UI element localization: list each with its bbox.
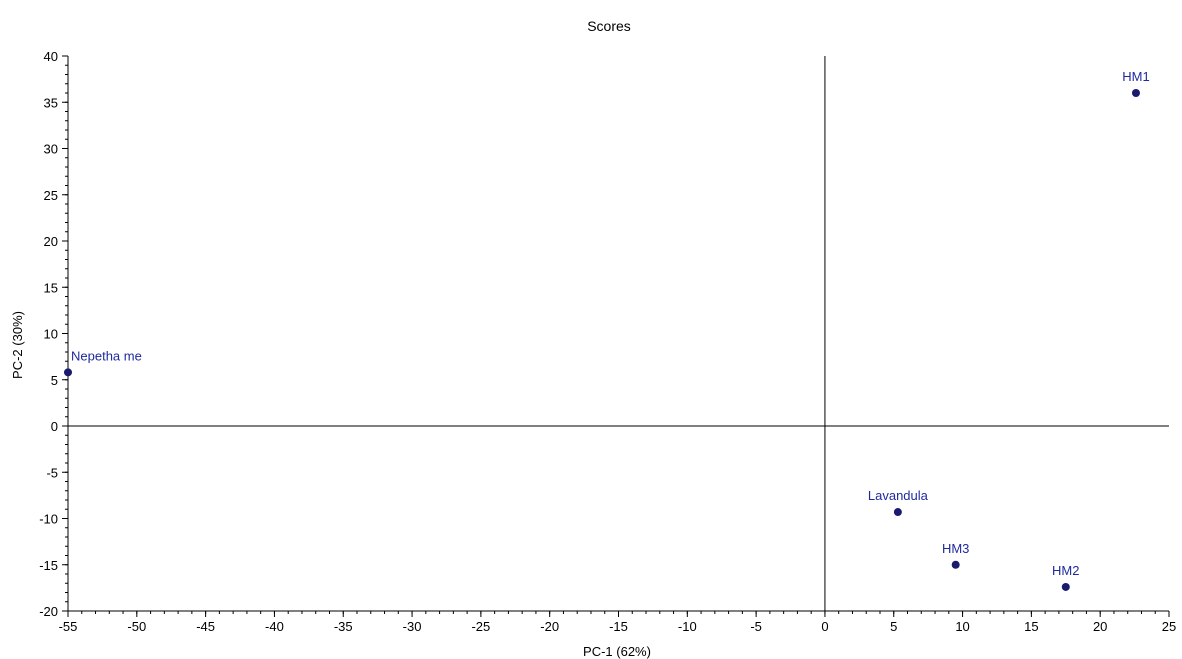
- plot-axes: [67, 56, 1169, 612]
- data-point-label: HM2: [1052, 563, 1079, 578]
- x-tick-label: 10: [955, 619, 969, 634]
- data-point: [64, 368, 72, 377]
- x-tick-label: 20: [1093, 619, 1107, 634]
- x-tick-label: -25: [471, 619, 490, 634]
- y-axis-label: PC-2 (30%): [10, 311, 25, 379]
- chart-title: Scores: [587, 18, 631, 34]
- x-tick-label: -10: [678, 619, 697, 634]
- x-tick-label: -20: [540, 619, 559, 634]
- x-tick-label: 5: [890, 619, 897, 634]
- x-tick-label: -40: [265, 619, 284, 634]
- x-tick-label: -15: [609, 619, 628, 634]
- x-tick-label: -30: [403, 619, 422, 634]
- x-tick-label: -35: [334, 619, 353, 634]
- x-axis-label: PC-1 (62%): [583, 644, 651, 659]
- axis-ticks: -55 -50 -45 -40 -35 -30 -25 -20 -15 -10 -5 0 5 10 15 20…: [39, 49, 1176, 634]
- y-tick-label: 5: [51, 373, 58, 388]
- data-point-label: HM3: [942, 541, 969, 556]
- y-tick-label: 35: [44, 95, 58, 110]
- y-tick-label: 30: [44, 142, 58, 157]
- data-point: [1061, 582, 1070, 591]
- x-tick-label: 15: [1024, 619, 1038, 634]
- data-point-label: Lavandula: [868, 488, 929, 503]
- y-tick-label: -15: [39, 558, 58, 573]
- data-point: [951, 560, 960, 569]
- data-point: [1131, 89, 1140, 97]
- data-point: [893, 508, 902, 517]
- y-tick-label: 20: [44, 234, 58, 249]
- x-tick-label: -50: [127, 619, 146, 634]
- y-tick-label: -5: [46, 465, 58, 480]
- y-tick-label: 40: [44, 49, 58, 64]
- x-tick-label: -5: [750, 619, 762, 634]
- y-tick-label: 25: [44, 188, 58, 203]
- x-tick-label: -55: [59, 619, 78, 634]
- x-tick-label: 0: [821, 619, 828, 634]
- y-tick-label: 15: [44, 280, 58, 295]
- y-tick-label: -20: [39, 604, 58, 619]
- y-tick-label: -10: [39, 512, 58, 527]
- y-tick-label: 10: [44, 327, 58, 342]
- x-tick-label: -45: [196, 619, 215, 634]
- x-tick-label: 25: [1162, 619, 1176, 634]
- data-point-label: Nepetha me: [71, 348, 142, 363]
- y-tick-label: 0: [51, 419, 58, 434]
- score-points: HM1 Nepetha me Lavandula HM3 HM2: [64, 69, 1150, 591]
- data-point-label: HM1: [1122, 69, 1149, 84]
